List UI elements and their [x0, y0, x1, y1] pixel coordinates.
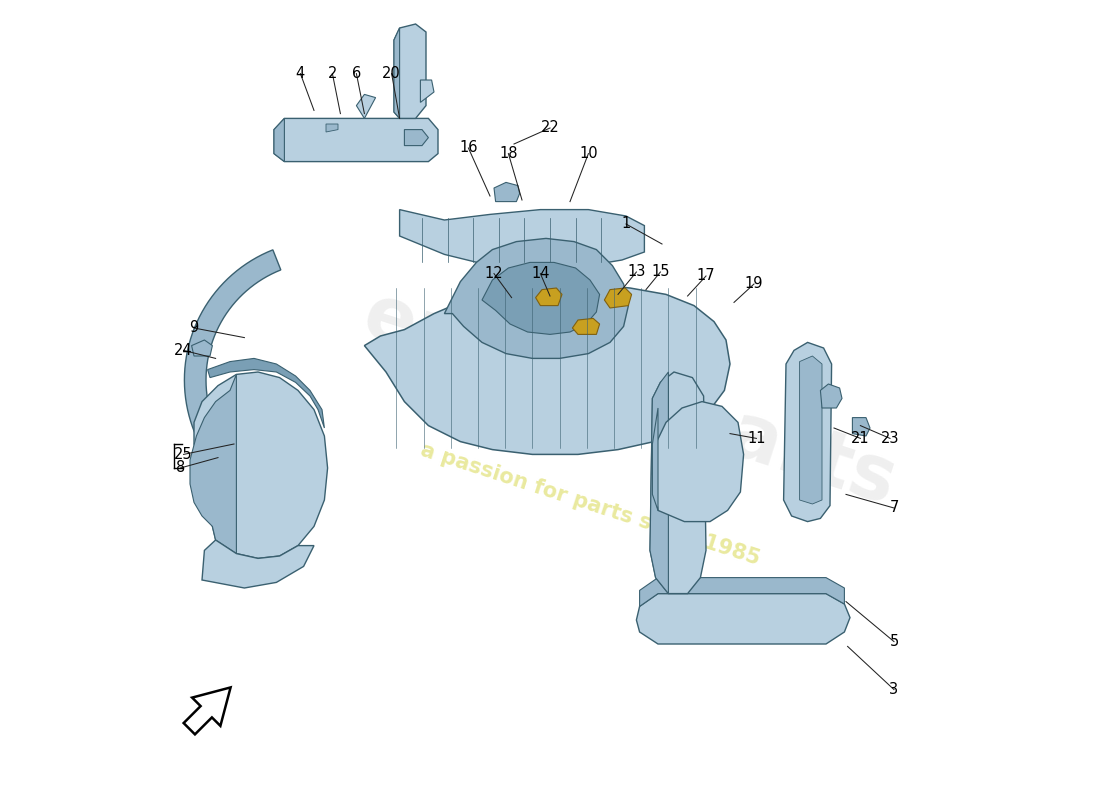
Text: 10: 10 [579, 146, 597, 161]
Polygon shape [783, 342, 832, 522]
Text: 2: 2 [328, 66, 337, 81]
Polygon shape [800, 356, 822, 504]
Text: 3: 3 [890, 682, 899, 697]
Polygon shape [208, 358, 324, 428]
Text: 17: 17 [696, 269, 715, 283]
Text: 19: 19 [745, 277, 763, 291]
Polygon shape [184, 687, 231, 734]
Polygon shape [639, 578, 845, 606]
Text: 20: 20 [382, 66, 402, 81]
Text: 4: 4 [296, 66, 305, 81]
Text: 14: 14 [531, 266, 550, 281]
Polygon shape [190, 374, 236, 554]
Polygon shape [326, 124, 338, 132]
Polygon shape [202, 540, 314, 588]
Text: 12: 12 [485, 266, 504, 281]
Polygon shape [852, 418, 870, 436]
Polygon shape [399, 210, 645, 268]
Text: 24: 24 [174, 343, 192, 358]
Polygon shape [274, 118, 285, 162]
Polygon shape [652, 408, 658, 510]
Text: 25: 25 [174, 447, 192, 462]
Polygon shape [356, 94, 375, 118]
Text: 7: 7 [889, 501, 899, 515]
Text: 16: 16 [459, 141, 477, 155]
Text: 21: 21 [851, 431, 870, 446]
Polygon shape [444, 238, 628, 358]
Polygon shape [604, 288, 631, 308]
Polygon shape [274, 118, 438, 162]
Polygon shape [405, 130, 428, 146]
Text: 18: 18 [499, 146, 518, 161]
Polygon shape [821, 384, 842, 408]
Text: 15: 15 [651, 265, 670, 279]
Polygon shape [394, 24, 426, 118]
Polygon shape [482, 262, 600, 334]
Polygon shape [572, 318, 600, 334]
Polygon shape [494, 182, 519, 202]
Text: 1: 1 [621, 217, 630, 231]
Text: 11: 11 [747, 431, 766, 446]
Polygon shape [536, 288, 562, 306]
Text: 9: 9 [189, 321, 199, 335]
Text: 13: 13 [627, 265, 646, 279]
Text: 22: 22 [540, 121, 560, 135]
Polygon shape [652, 402, 744, 522]
Polygon shape [650, 372, 669, 594]
Text: 6: 6 [352, 66, 361, 81]
Polygon shape [394, 28, 399, 118]
Polygon shape [650, 372, 706, 594]
Polygon shape [637, 594, 850, 644]
Text: a passion for parts since 1985: a passion for parts since 1985 [418, 439, 762, 569]
Polygon shape [364, 284, 730, 454]
Text: eurocarparts: eurocarparts [354, 279, 906, 521]
Polygon shape [194, 372, 328, 558]
Text: 8: 8 [176, 461, 185, 475]
Text: 5: 5 [890, 634, 899, 649]
Polygon shape [420, 80, 434, 102]
Text: 23: 23 [881, 431, 900, 446]
Polygon shape [191, 340, 212, 356]
Polygon shape [185, 250, 280, 443]
